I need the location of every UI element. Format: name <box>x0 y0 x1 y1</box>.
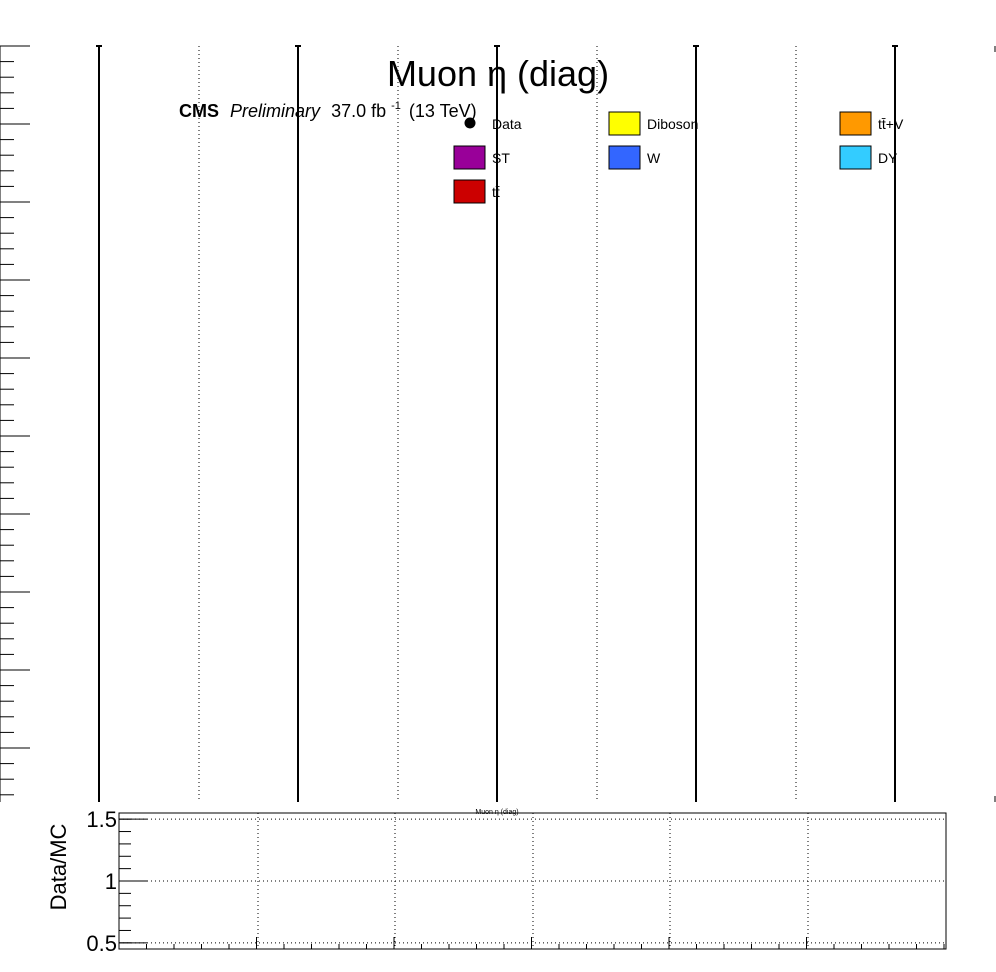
main-panel: Muon η (diag) CMS Preliminary 37.0 fb -1… <box>0 45 996 802</box>
experiment-label: CMS <box>179 101 219 121</box>
legend-swatch <box>453 179 486 204</box>
plot-title: Muon η (diag) <box>387 53 609 94</box>
legend-entry: W <box>608 145 661 170</box>
legend-entry: Data <box>464 116 522 132</box>
lumi-exponent: -1 <box>391 100 401 112</box>
main-grid <box>98 46 896 802</box>
cms-label: CMS Preliminary 37.0 fb -1 (13 TeV) <box>179 93 477 121</box>
legend: Data Diboson tt̄+V ST W DY tt̄ <box>453 111 904 204</box>
legend-swatch <box>608 111 641 136</box>
legend-label: DY <box>878 150 898 166</box>
legend-swatch <box>839 111 872 136</box>
legend-swatch <box>839 145 872 170</box>
legend-label: Diboson <box>647 116 698 132</box>
main-y-axis-ticks <box>0 45 996 802</box>
legend-label: Data <box>492 116 522 132</box>
legend-swatch <box>453 145 486 170</box>
legend-entry: Diboson <box>608 111 698 136</box>
legend-entry: DY <box>839 145 898 170</box>
energy-label: (13 TeV) <box>409 101 477 121</box>
legend-label: tt̄ <box>492 184 500 200</box>
legend-label: ST <box>492 150 510 166</box>
ratio-y-axis-ticks: 0.5 1 1.5 <box>86 807 147 956</box>
legend-label: W <box>647 150 661 166</box>
legend-label: tt̄+V <box>878 116 904 132</box>
ratio-grid <box>119 813 946 949</box>
y-axis-label: Data/MC <box>46 823 71 910</box>
ratio-y-tick-label: 1.5 <box>86 807 117 832</box>
legend-swatch <box>608 145 641 170</box>
ratio-y-tick-label: 1 <box>105 869 117 894</box>
legend-entry: tt̄ <box>453 179 500 204</box>
legend-marker <box>464 117 476 129</box>
legend-entry: tt̄+V <box>839 111 904 136</box>
status-label: Preliminary <box>230 101 321 121</box>
main-x-axis-ticks <box>0 45 996 52</box>
ratio-panel: Muon η (diag) 0.511.5 Data/MC <box>46 807 947 956</box>
legend-entry: ST <box>453 145 510 170</box>
lumi-label: 37.0 fb <box>331 101 386 121</box>
ratio-x-axis-ticks <box>146 937 945 949</box>
ratio-y-tick-label: 0.5 <box>86 931 117 956</box>
